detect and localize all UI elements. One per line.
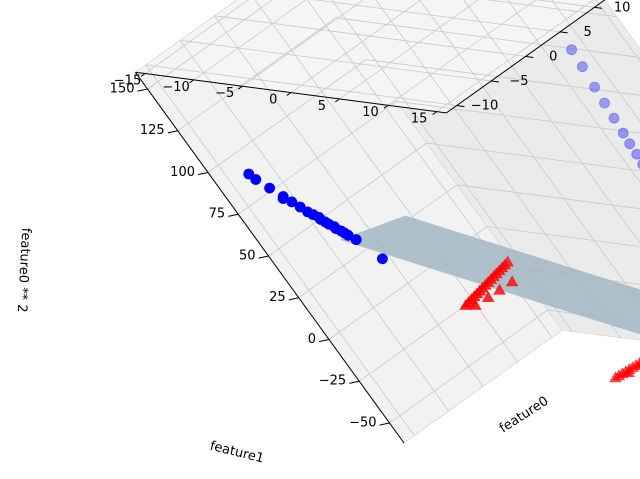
z-tick-label: −50 <box>349 416 376 431</box>
grid-y-right <box>507 0 640 183</box>
grid-z-right <box>396 100 640 134</box>
z-tick-label: 50 <box>239 249 256 264</box>
z-axis-line <box>134 72 405 444</box>
y-tick <box>335 98 340 103</box>
data-point-circle <box>589 81 600 93</box>
ylabel: feature1 <box>208 439 265 467</box>
y-tick <box>237 85 243 90</box>
z-tick <box>167 130 178 134</box>
grid-z-right <box>487 226 640 247</box>
z-tick-label: −25 <box>319 374 346 389</box>
data-point-circle <box>264 182 276 194</box>
data-point-circle <box>617 127 629 139</box>
grid-y-right <box>551 0 640 123</box>
x-tick-label: 10 <box>614 0 631 15</box>
z-tick <box>379 422 390 426</box>
data-point-circle <box>376 253 388 265</box>
z-tick <box>258 255 269 259</box>
y-tick-label: 15 <box>411 112 428 127</box>
data-point-circle <box>566 44 577 56</box>
z-tick-label: 100 <box>170 165 195 180</box>
z-tick-label: 150 <box>110 82 135 97</box>
x-tick <box>525 55 534 58</box>
grid-y-floor <box>339 0 479 100</box>
z-tick-label: 25 <box>269 290 286 305</box>
grid-z-left <box>389 309 548 424</box>
y-tick-label: −5 <box>215 86 234 101</box>
y-tick-label: 10 <box>362 105 379 120</box>
grid-y-floor <box>290 0 422 93</box>
grid-z-right <box>486 0 617 18</box>
grid-y-right <box>463 0 640 244</box>
z-tick <box>197 172 209 176</box>
x-tick <box>594 6 603 9</box>
y-tick-label: 0 <box>269 93 277 108</box>
data-point-circle <box>302 206 314 218</box>
grid-z-left <box>207 59 367 173</box>
x-tick-label: −5 <box>509 74 528 89</box>
grid-z-left <box>147 0 273 90</box>
points-layer-back <box>609 356 640 383</box>
z-tick <box>288 297 299 301</box>
x-tick <box>456 105 465 108</box>
y-tick <box>383 104 389 109</box>
z-tick <box>318 339 330 343</box>
grid-y-floor <box>144 0 249 74</box>
data-point-circle <box>577 61 588 73</box>
x-tick <box>491 80 499 83</box>
y-tick <box>189 79 194 84</box>
data-point-circle <box>637 159 640 170</box>
z-tick <box>349 380 360 384</box>
grid-x-floor <box>535 0 595 8</box>
grid-y-floor <box>387 0 537 106</box>
data-point-triangle <box>505 275 519 287</box>
y-tick-label: −10 <box>162 80 189 95</box>
y-tick <box>432 111 437 116</box>
zlabel: feature0 ** 2 <box>14 227 33 312</box>
x-tick-label: 0 <box>549 50 557 65</box>
grid-z-left <box>268 142 427 257</box>
grid-z-right <box>456 184 640 210</box>
z-tick-label: 125 <box>140 123 165 138</box>
x-tick <box>559 31 568 34</box>
separating-plane <box>339 215 640 335</box>
y-tick-label: −15 <box>114 74 141 89</box>
y-tick-label: 5 <box>318 99 326 114</box>
grid-z-left <box>177 17 337 132</box>
x-tick-label: −10 <box>471 99 498 114</box>
points-layer-front <box>243 44 640 310</box>
grid-y-floor <box>436 0 594 112</box>
data-point-circle <box>631 148 640 160</box>
z-tick <box>228 213 239 217</box>
data-point-triangle <box>609 371 622 383</box>
z-tick <box>137 88 148 92</box>
z-tick-label: 75 <box>209 207 226 222</box>
grid-y-floor <box>193 0 307 81</box>
z-tick-label: 0 <box>308 332 316 347</box>
grid-z-right <box>366 59 640 96</box>
decision-plane <box>339 215 640 335</box>
grid-z-left <box>237 100 397 215</box>
grid-z-right <box>426 142 640 172</box>
data-point-triangle <box>481 291 495 302</box>
data-point-circle <box>250 174 262 185</box>
tick-marks <box>137 6 603 426</box>
y-tick <box>140 73 146 77</box>
grid-y-floor <box>242 0 364 87</box>
data-point-circle <box>599 97 610 109</box>
data-point-triangle <box>493 283 506 295</box>
y-tick <box>286 92 292 96</box>
data-point-circle <box>243 168 255 180</box>
xlabel: feature0 <box>497 394 551 437</box>
data-point-triangle <box>459 298 473 310</box>
data-point-circle <box>294 201 306 213</box>
grid-z-right <box>335 17 640 58</box>
x-tick-label: 5 <box>584 25 592 40</box>
data-point-circle <box>608 112 620 124</box>
data-point-circle <box>277 193 289 205</box>
data-point-circle <box>624 138 636 150</box>
